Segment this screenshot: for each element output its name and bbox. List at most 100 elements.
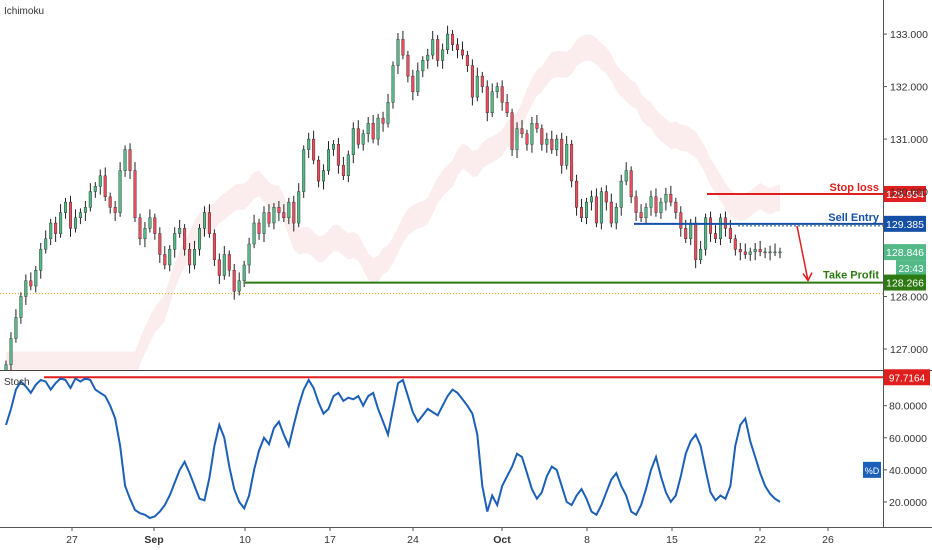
candle-body [654, 196, 658, 213]
time-tick-label: 26 [822, 534, 834, 546]
candle [421, 56, 425, 78]
candle-body [332, 144, 336, 150]
current-price-tag: 128.846 [884, 244, 926, 261]
candle [465, 50, 469, 72]
candle-body [183, 228, 187, 250]
candle-body [163, 254, 167, 266]
candle [307, 132, 311, 158]
time-tick-label: 22 [754, 534, 766, 546]
candle [396, 33, 400, 74]
candle [609, 193, 613, 228]
candle-body [59, 212, 63, 234]
candle-body [689, 222, 693, 239]
candle-body [292, 201, 296, 224]
axes: 133.000 132.000 131.000 130.000 128.000 127.0… [66, 29, 928, 546]
candle [34, 266, 38, 293]
candle [386, 93, 390, 128]
candle-body [14, 317, 18, 339]
candle-body [247, 243, 251, 266]
stoch-tick-label: 20.0000 [889, 497, 927, 509]
candle-body [24, 280, 28, 297]
candle [138, 213, 142, 246]
candle-body [773, 251, 777, 254]
stoch-high-tag: 97.7164 [884, 369, 930, 386]
candle [470, 59, 474, 106]
candle [322, 164, 326, 190]
candle-body [39, 249, 43, 271]
candle [237, 272, 241, 296]
candle-body [282, 212, 286, 219]
candle-body [604, 191, 608, 203]
candle-body [287, 201, 291, 219]
candle-body [153, 217, 157, 234]
stoch-tick-label: 40.0000 [889, 465, 927, 477]
candle-body [699, 249, 703, 261]
candle-body [649, 196, 653, 208]
candle [416, 62, 420, 97]
candle [178, 219, 182, 238]
candle [113, 201, 117, 221]
candle-body [371, 123, 375, 140]
candle-body [594, 196, 598, 224]
countdown-bg [896, 260, 926, 276]
candle [68, 195, 72, 237]
candle [674, 197, 678, 219]
candle [530, 117, 534, 153]
candle [743, 243, 747, 259]
candle [39, 242, 43, 279]
candle [431, 30, 435, 60]
price-tick-label: 130.000 [890, 187, 928, 199]
stoch-high-tag-text: 97.7164 [889, 373, 926, 384]
candle-body [456, 44, 460, 50]
candle-body [49, 222, 53, 239]
candle [83, 201, 87, 221]
candle-body [267, 212, 271, 224]
candle [332, 140, 336, 156]
candle-body [694, 222, 698, 260]
candle-body [436, 39, 440, 61]
candle [461, 41, 465, 60]
candle-body [669, 193, 673, 203]
candle-body [252, 222, 256, 245]
candle [704, 213, 708, 256]
take-profit-label: Take Profit [823, 270, 879, 282]
candle [709, 211, 713, 242]
candle [257, 218, 261, 240]
candle [580, 198, 584, 222]
candle-body [753, 249, 757, 253]
candle [98, 169, 102, 195]
candle [361, 129, 365, 151]
candle [133, 162, 137, 222]
candle [480, 71, 484, 93]
candle [123, 145, 127, 177]
trade-levels[interactable]: Stop loss Sell Entry Take Profit 129.954 129… [245, 182, 930, 478]
candle-body [758, 249, 762, 253]
countdown-text: 23:43 [898, 264, 923, 275]
candle [495, 82, 499, 99]
candle-body [500, 86, 504, 103]
candle [148, 209, 152, 233]
sell-entry-price-tag-bg [884, 215, 926, 232]
time-tick-label: 15 [666, 534, 678, 546]
candle [356, 120, 360, 149]
candle-body [525, 133, 529, 145]
candle [475, 67, 479, 102]
candle [14, 309, 18, 343]
stoch-pane [5, 376, 883, 520]
candle [202, 206, 206, 237]
candle [604, 185, 608, 211]
candle-body [68, 201, 72, 229]
candle [714, 225, 718, 243]
candle [679, 206, 683, 237]
candle-body [257, 222, 261, 234]
candle [103, 167, 107, 202]
candle [639, 204, 643, 222]
stoch-tick-label: 60.0000 [889, 433, 927, 445]
candle [93, 182, 97, 198]
stop-loss-price-tag: 129.954 [884, 185, 926, 202]
candle-body [485, 86, 489, 113]
candle-body [88, 191, 92, 208]
candle-body [599, 191, 603, 224]
candle-body [446, 33, 450, 50]
